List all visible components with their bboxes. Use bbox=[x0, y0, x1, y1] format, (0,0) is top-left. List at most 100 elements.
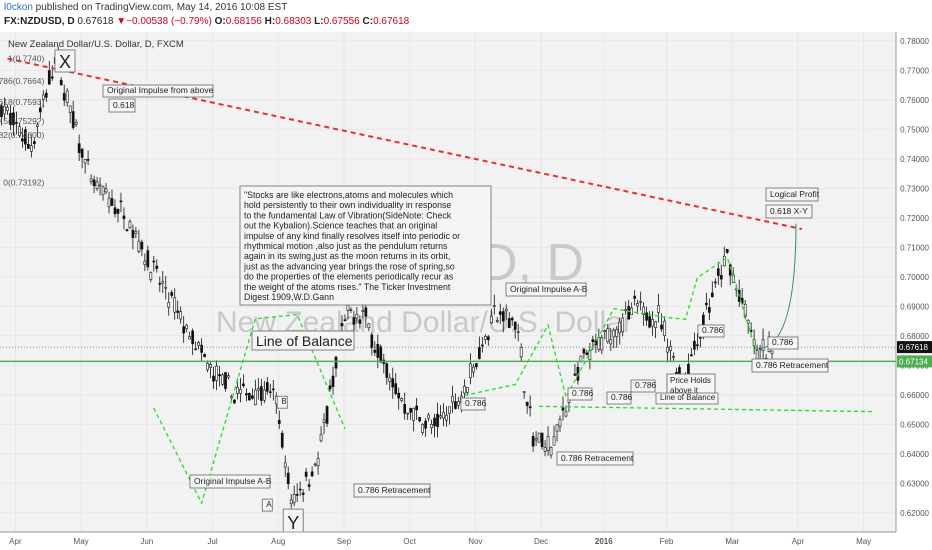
candle-body bbox=[298, 488, 302, 491]
retracement-3-label: 0.786 Retracement bbox=[751, 358, 829, 373]
candle-body bbox=[475, 363, 478, 368]
orig-impulse-label-box bbox=[102, 84, 214, 98]
price-tick-label: 0.78000 bbox=[900, 37, 929, 46]
candle-body bbox=[134, 231, 138, 234]
candle-body bbox=[528, 406, 532, 409]
logical-profit-label-text: Logical Profit bbox=[770, 189, 820, 199]
candle-body bbox=[666, 346, 669, 353]
quote-line: impulse of any kind finally resolves its… bbox=[244, 231, 460, 241]
candle-body bbox=[537, 432, 541, 443]
r786-b-label-box bbox=[567, 387, 593, 401]
candle-body bbox=[501, 311, 505, 322]
high-label: H: bbox=[264, 16, 276, 27]
price-axis[interactable]: 0.78000 0.77000 0.76000 0.75000 0.74000 0.730… bbox=[897, 37, 932, 518]
candle-body bbox=[182, 326, 186, 334]
candle-body bbox=[439, 415, 442, 418]
candle-body bbox=[457, 401, 460, 406]
candle-body bbox=[403, 404, 407, 414]
symbol-label: FX:NZDUSD, D bbox=[4, 16, 75, 27]
candle-body bbox=[233, 399, 236, 404]
price-tick-label: 0.75000 bbox=[900, 125, 929, 134]
line-of-balance-label-text: Line of Balance bbox=[256, 333, 353, 349]
candle-body bbox=[654, 321, 657, 328]
candle-body bbox=[95, 181, 99, 190]
orig-impulse-ab2-label-text: Original Impulse A-B bbox=[510, 284, 588, 294]
candle-body bbox=[322, 419, 326, 424]
price-chart[interactable]: D, D New Zealand Dollar/U.S. Dollar New … bbox=[0, 32, 932, 550]
zigzag-path bbox=[153, 313, 346, 505]
candle-body bbox=[409, 408, 413, 413]
candle-body bbox=[391, 378, 395, 388]
point-y-label: Y bbox=[282, 508, 304, 534]
candle-body bbox=[421, 424, 424, 433]
low-value: 0.67556 bbox=[323, 16, 360, 27]
orig-impulse-ab-label-box bbox=[189, 474, 271, 489]
line-of-balance-label-box bbox=[251, 330, 355, 351]
candle-body bbox=[349, 309, 353, 311]
candle-body bbox=[170, 292, 174, 296]
fib-label: 0(0.73192) bbox=[3, 178, 44, 188]
candle-body bbox=[725, 249, 729, 253]
candle-body bbox=[248, 393, 251, 401]
candle-body bbox=[110, 198, 114, 206]
candle-body bbox=[385, 363, 389, 378]
candle-body bbox=[15, 122, 18, 124]
candle-body bbox=[101, 186, 105, 196]
quote-line: do the properties of the elements period… bbox=[244, 272, 454, 282]
author-link[interactable]: l0ckon bbox=[4, 2, 33, 13]
candle-body bbox=[498, 311, 502, 315]
candle-body bbox=[364, 307, 368, 317]
candle-body bbox=[137, 240, 141, 252]
candle-body bbox=[615, 329, 619, 337]
candle-body bbox=[418, 416, 421, 422]
quote-line: "Stocks are like electrons,atoms and mol… bbox=[244, 190, 453, 200]
r786-a-label-box bbox=[460, 397, 486, 411]
candle-body bbox=[3, 106, 6, 115]
candle-body bbox=[424, 420, 427, 429]
line-of-balance-small-label-box bbox=[655, 392, 719, 405]
r786-d-label: 0.786 bbox=[630, 379, 657, 393]
retracement-1-label-text: 0.786 Retracement bbox=[358, 485, 431, 495]
candle-body bbox=[203, 354, 206, 358]
point-x-label: X bbox=[54, 49, 76, 73]
candle-body bbox=[257, 388, 260, 391]
candle-body bbox=[155, 265, 159, 269]
candle-body bbox=[454, 401, 457, 409]
profit-curve bbox=[757, 223, 797, 350]
candle-body bbox=[540, 432, 544, 448]
high-value: 0.68303 bbox=[275, 16, 312, 27]
candle-body bbox=[719, 275, 723, 280]
candle-body bbox=[149, 272, 153, 280]
retracement-2-label-text: 0.786 Retracement bbox=[561, 453, 634, 463]
candle-body bbox=[433, 417, 436, 427]
time-axis[interactable]: Apr May Jun Jul Aug Sep Oct Nov Dec 2016 Feb Mar Apr… bbox=[9, 537, 871, 546]
last-price: 0.67618 bbox=[77, 16, 114, 27]
price-holds-line-2: above it bbox=[670, 386, 699, 395]
candle-body bbox=[639, 301, 642, 303]
price-tick-label: 0.71000 bbox=[900, 243, 929, 252]
candle-body bbox=[280, 432, 284, 448]
ohlc-line: FX:NZDUSD, D 0.67618 ▼−0.00538 (−0.79%) … bbox=[4, 16, 409, 27]
open-label: O: bbox=[214, 16, 226, 27]
candle-body bbox=[445, 414, 448, 421]
candle-body bbox=[713, 281, 717, 284]
candle-body bbox=[271, 388, 275, 391]
price-tick-label: 0.77000 bbox=[900, 66, 929, 75]
price-holds-line-1: Price Holds bbox=[670, 376, 711, 385]
candle-body bbox=[38, 107, 42, 113]
candle-body bbox=[648, 316, 651, 328]
candle-body bbox=[358, 319, 362, 324]
candle-body bbox=[558, 419, 562, 427]
candle-body bbox=[672, 356, 675, 358]
candle-body bbox=[98, 184, 102, 187]
candle-body bbox=[254, 389, 257, 406]
fib-label: 0.382(0.74800) bbox=[0, 130, 45, 140]
candle-body bbox=[18, 126, 21, 136]
candle-body bbox=[295, 494, 299, 496]
candle-body bbox=[486, 336, 490, 341]
quote-line: hold persistently to their own individua… bbox=[244, 200, 451, 210]
quote-line: out the Kybalion).Science teaches that a… bbox=[244, 221, 437, 231]
r786-f-label: 0.786 bbox=[767, 336, 799, 350]
candle-body bbox=[481, 344, 484, 347]
candle-body bbox=[65, 90, 69, 103]
